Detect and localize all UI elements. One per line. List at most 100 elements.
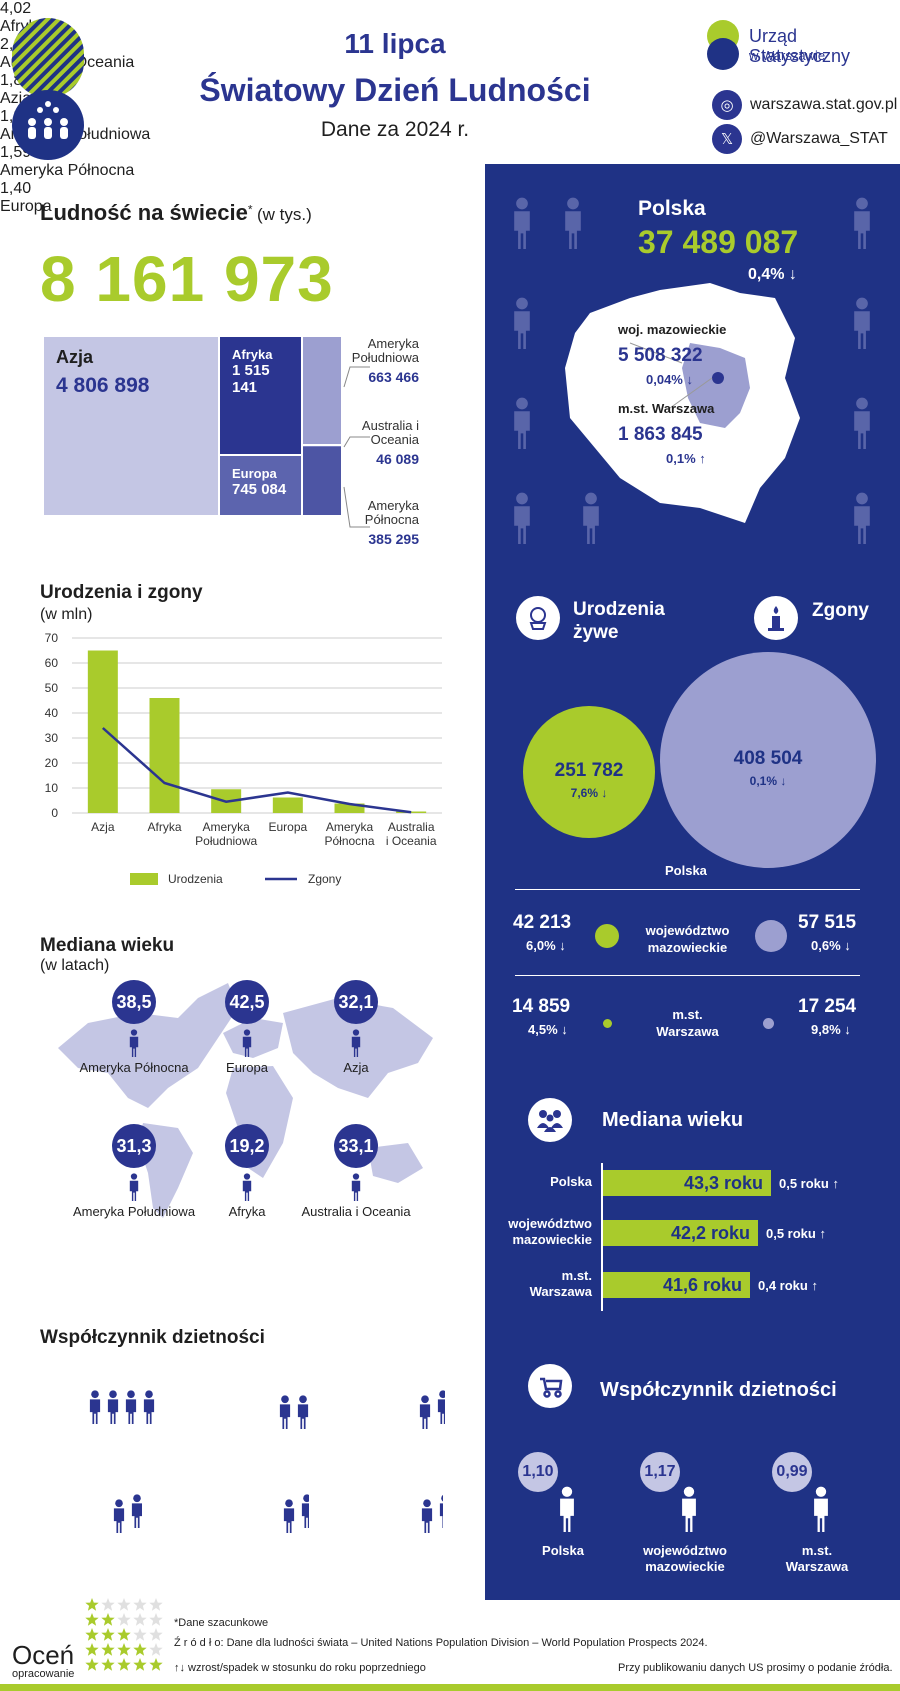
rating-star-icon[interactable] xyxy=(149,1613,163,1626)
partial-person-icon xyxy=(312,1390,315,1424)
side-oceania: Australia i Oceania 46 089 xyxy=(329,418,419,468)
globe-icon: ◎ xyxy=(712,90,742,120)
person-icon xyxy=(297,1395,309,1429)
median-person-icon xyxy=(349,1028,363,1063)
pl-fertility-label-line: Polska xyxy=(542,1543,584,1558)
births-title-2: żywe xyxy=(573,622,619,643)
event-logo-icon xyxy=(12,18,84,160)
maz-deaths-change-value: 0,6% xyxy=(811,938,841,953)
oceania-label: Australia i Oceania xyxy=(361,418,419,447)
rating-star-icon[interactable] xyxy=(85,1643,99,1656)
median-badge-3: 31,3 xyxy=(112,1124,156,1168)
mazowieckie-change: 0,04% ↓ xyxy=(646,372,693,387)
fertility-badge-5: 1,40 xyxy=(0,180,32,197)
office-sub: w Warszawie xyxy=(749,48,826,63)
rating-star-icon[interactable] xyxy=(149,1628,163,1641)
twitter-link[interactable]: 𝕏 @Warszawa_STAT xyxy=(712,124,888,154)
warszawa-label: m.st. Warszawa xyxy=(618,401,715,416)
median-badge-4: 19,2 xyxy=(225,1124,269,1168)
europe-label: Europa xyxy=(232,466,277,481)
x-tick-label: i Oceania xyxy=(386,834,437,848)
rating-star-icon[interactable] xyxy=(133,1658,147,1671)
oceania-value: 46 089 xyxy=(376,451,419,467)
rating-star-icon[interactable] xyxy=(133,1598,147,1611)
pl-fertility-person-0 xyxy=(554,1486,583,1542)
rating-star-icon[interactable] xyxy=(117,1613,131,1626)
europe-value: 745 084 xyxy=(232,481,287,498)
partial-person-icon xyxy=(301,1494,309,1528)
header-date: Dane za 2024 r. xyxy=(320,118,470,141)
rating-star-icon[interactable] xyxy=(101,1643,115,1656)
pl-fertility-label-0: Polska xyxy=(498,1543,628,1559)
poland-deaths-change: 0,1% ↓ xyxy=(750,774,787,788)
pl-median-axis xyxy=(601,1163,603,1311)
person-icon xyxy=(421,1499,433,1533)
median-label-1: Europa xyxy=(226,1060,268,1075)
pl-median-bar-2: 41,6 roku xyxy=(603,1272,750,1298)
median-person-icon xyxy=(240,1172,254,1207)
poland-deaths: 408 504 xyxy=(734,748,803,769)
poland-change-value: 0,4% xyxy=(748,266,785,283)
africa-label: Afryka xyxy=(232,347,273,362)
x-tick-label: Afryka xyxy=(147,820,181,834)
waw-births-change-value: 4,5% xyxy=(528,1022,558,1037)
treemap-africa: Afryka 1 515 141 xyxy=(220,337,301,454)
mazowieckie-change-value: 0,04% xyxy=(646,372,683,387)
births-circle xyxy=(523,706,655,838)
maz-births: 42 213 xyxy=(513,912,572,933)
rating-star-icon[interactable] xyxy=(101,1658,115,1671)
rating-star-icon[interactable] xyxy=(101,1628,115,1641)
warszawa-pop: 1 863 845 xyxy=(618,424,703,445)
rating-star-icon[interactable] xyxy=(149,1658,163,1671)
bg-person-icon xyxy=(509,195,535,256)
x-tick-label: Południowa xyxy=(195,834,257,848)
star-icon xyxy=(85,1598,163,1671)
rating-star-icon[interactable] xyxy=(149,1643,163,1656)
rating-star-icon[interactable] xyxy=(85,1628,99,1641)
pl-fertility-label-line: m.st. xyxy=(801,1543,833,1558)
rating-star-icon[interactable] xyxy=(117,1643,131,1656)
x-tick-label: Ameryka xyxy=(326,820,374,834)
footnote: *Dane szacunkowe xyxy=(174,1617,269,1629)
person-icon xyxy=(814,1486,828,1532)
waw-label: m.st. Warszawa xyxy=(640,1006,735,1040)
partial-person-icon xyxy=(131,1494,142,1528)
poland-population: 37 489 087 xyxy=(638,224,799,260)
rating-star-icon[interactable] xyxy=(85,1613,99,1626)
poland-births: 251 782 xyxy=(555,760,624,781)
rating-star-icon[interactable] xyxy=(101,1613,115,1626)
treemap-leaders xyxy=(343,366,370,528)
pl-median-label-line: województwo xyxy=(508,1216,592,1231)
rating-star-icon[interactable] xyxy=(85,1598,99,1611)
arrow-down-icon: ↓ xyxy=(788,266,797,283)
median-label-2: Azja xyxy=(343,1060,369,1075)
rating-star-icon[interactable] xyxy=(133,1628,147,1641)
rating-star-icon[interactable] xyxy=(133,1613,147,1626)
median-person-icon xyxy=(349,1172,363,1207)
office-logo[interactable]: Urząd Statystyczny w Warszawie xyxy=(705,18,895,74)
median-person-icon xyxy=(240,1028,254,1063)
rating-stars[interactable] xyxy=(84,1597,164,1675)
rating-star-icon[interactable] xyxy=(85,1658,99,1671)
rating-star-icon[interactable] xyxy=(101,1598,115,1611)
arrow-up-icon: ↑ xyxy=(819,1226,826,1241)
poland-title: Polska xyxy=(638,197,706,220)
arrow-note: ↑↓ wzrost/spadek w stosunku do roku popr… xyxy=(174,1662,426,1674)
mazowieckie-pop: 5 508 322 xyxy=(618,345,703,366)
rating-star-icon[interactable] xyxy=(117,1628,131,1641)
rating-star-icon[interactable] xyxy=(133,1643,147,1656)
fertility-people-1 xyxy=(276,1390,315,1434)
rating-star-icon[interactable] xyxy=(117,1598,131,1611)
rating-star-icon[interactable] xyxy=(117,1658,131,1671)
person-icon xyxy=(351,1173,361,1201)
median-title: Mediana wieku xyxy=(40,935,175,956)
pl-fertility-label-line: mazowieckie xyxy=(645,1559,725,1574)
pl-fertility-badge-0: 1,10 xyxy=(518,1452,558,1492)
person-icon xyxy=(279,1395,291,1429)
rating-star-icon[interactable] xyxy=(149,1598,163,1611)
world-asterisk: * xyxy=(247,202,253,217)
africa-value: 1 515 141 xyxy=(232,362,270,396)
poland-change: 0,4% ↓ xyxy=(748,266,797,284)
website-link[interactable]: ◎ warszawa.stat.gov.pl xyxy=(712,90,897,120)
